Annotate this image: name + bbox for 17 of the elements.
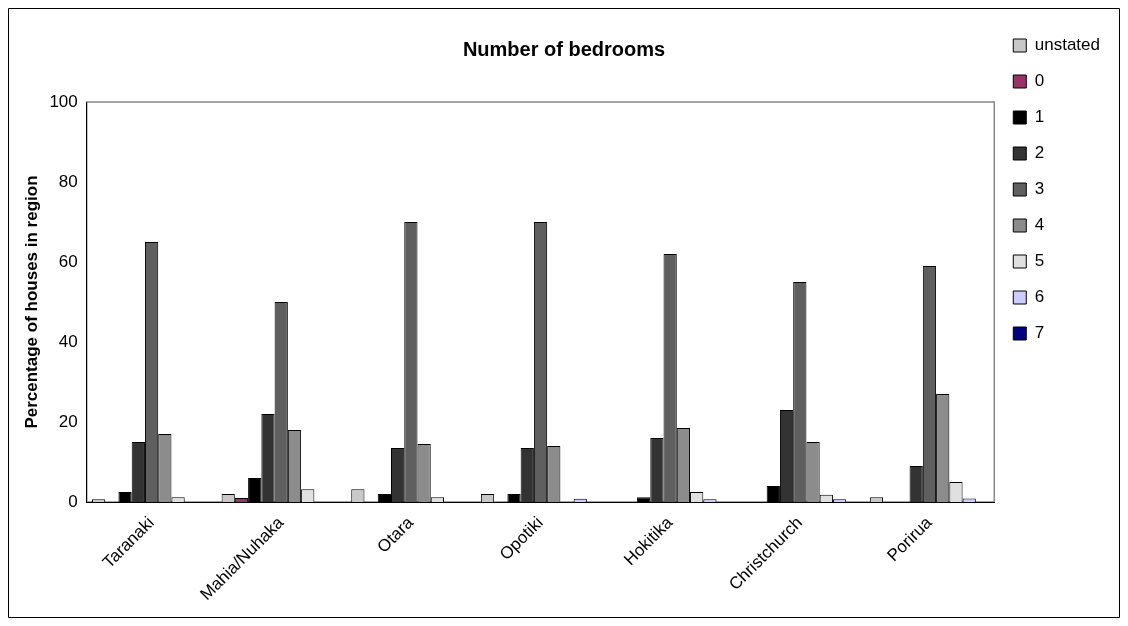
y-tick-label: 80 — [58, 171, 78, 191]
y-tick-label: 20 — [58, 411, 78, 431]
y-tick-label: 60 — [58, 251, 78, 271]
legend-label: unstated — [1034, 35, 1101, 55]
y-tick-label: 0 — [68, 491, 78, 511]
legend-label: 7 — [1034, 323, 1045, 343]
legend-label: 3 — [1034, 179, 1045, 199]
legend-label: 6 — [1034, 287, 1045, 307]
y-axis-title: Percentage of houses in region — [21, 175, 41, 429]
chart-title: Number of bedrooms — [462, 37, 666, 60]
legend-label: 0 — [1034, 71, 1045, 91]
legend-label: 2 — [1034, 143, 1045, 163]
y-tick-label: 100 — [49, 91, 78, 111]
legend-label: 4 — [1034, 215, 1045, 235]
legend-label: 5 — [1034, 251, 1045, 271]
y-tick-label: 40 — [58, 331, 78, 351]
legend-label: 1 — [1034, 107, 1045, 127]
